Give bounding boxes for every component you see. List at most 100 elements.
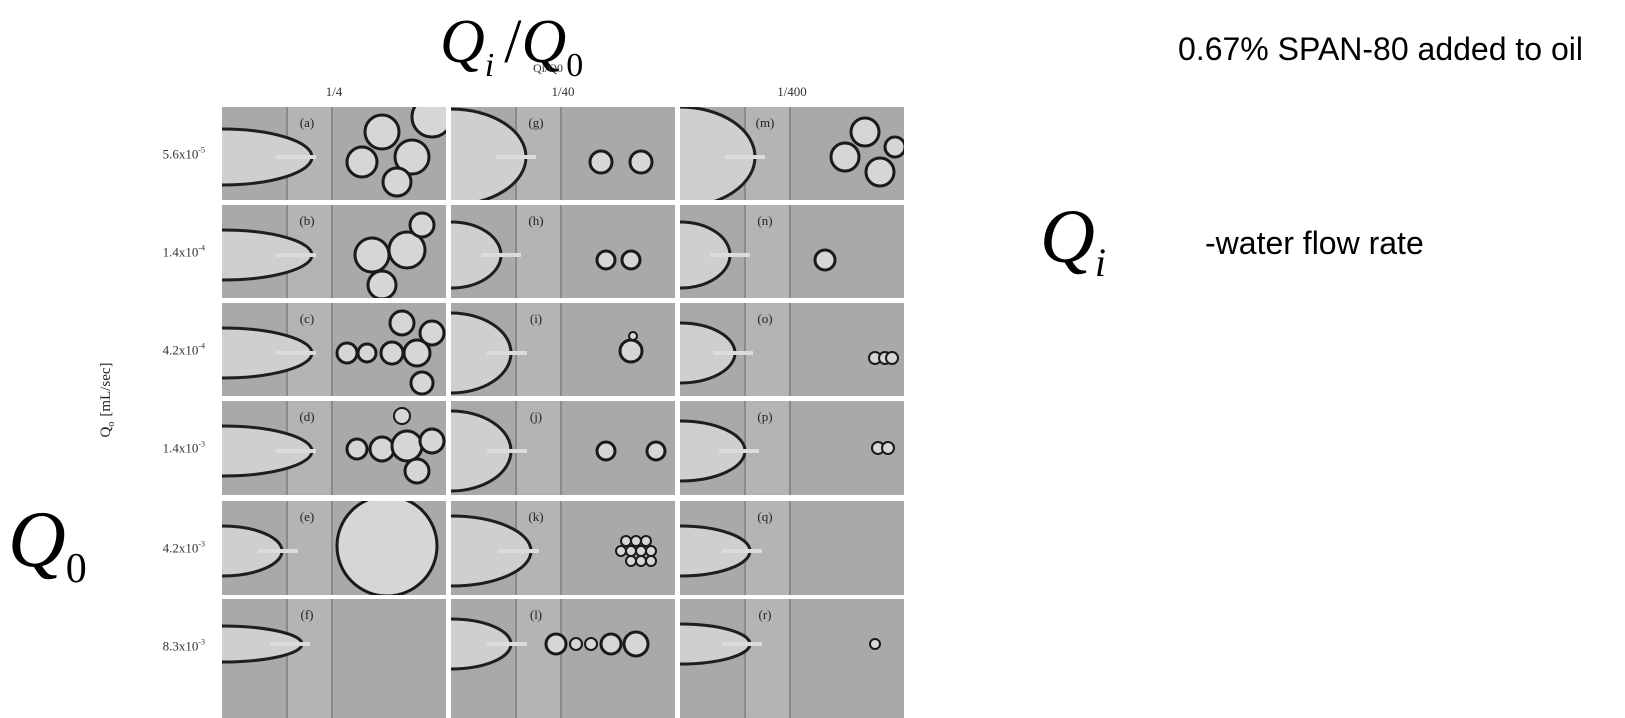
subscript: o [106,422,117,427]
panel-label: (o) [757,311,772,326]
water-thread [276,449,316,453]
droplet [597,442,615,460]
panel-label: (j) [530,409,542,424]
water-thread [722,549,762,553]
droplet [647,442,665,460]
water-thread [713,351,753,355]
droplet [546,634,566,654]
panel-label: (p) [757,409,772,424]
panel-label: (r) [759,607,772,622]
droplet [851,118,879,146]
droplet [405,459,429,483]
water-thread [487,351,527,355]
droplet [420,321,444,345]
water-thread [276,253,316,257]
droplet [629,332,637,340]
panel-label: (i) [530,311,542,326]
panel-label: (q) [757,509,772,524]
droplet [390,311,414,335]
droplet [381,342,403,364]
water-thread [499,549,539,553]
panel-label: (d) [299,409,314,424]
droplet [585,638,597,650]
column-header: 1/40 [551,84,574,99]
droplet [370,437,394,461]
panel-label: (g) [528,115,543,130]
panel-label: (b) [299,213,314,228]
droplet [347,147,377,177]
droplet [866,158,894,186]
row-exponent: -4 [198,244,205,253]
droplet [626,546,636,556]
water-thread [258,549,298,553]
water-thread [719,449,759,453]
panel-label: (m) [756,115,775,130]
column-header: 1/400 [777,84,807,99]
water-thread [276,155,316,159]
row-mantissa: 1.4x10 [163,245,199,260]
title-subscript: i [485,47,494,84]
droplet [337,343,357,363]
droplet [368,271,396,299]
symbol: Q [98,426,114,437]
droplet [597,251,615,269]
water-thread [722,642,762,646]
droplet [410,213,434,237]
droplet [337,496,437,596]
droplet [624,632,648,656]
panel-label: (a) [300,115,314,130]
subscript: i [1095,240,1106,285]
row-exponent: -3 [198,540,205,549]
droplet [383,168,411,196]
water-thread [270,642,310,646]
droplet [831,143,859,171]
row-mantissa: 5.6x10 [163,147,199,162]
droplet [601,634,621,654]
column-header: 1/4 [326,84,343,99]
droplet [358,344,376,362]
droplet [622,251,640,269]
title-separator: / [504,8,522,76]
row-mantissa: 1.4x10 [163,441,199,456]
droplet [616,546,626,556]
water-thread [710,253,750,257]
droplet [646,556,656,566]
droplet [355,238,389,272]
droplet [411,372,433,394]
droplet [621,536,631,546]
droplet [347,439,367,459]
panel-label: (f) [301,607,314,622]
droplet [815,250,835,270]
water-thread [496,155,536,159]
droplet [392,431,422,461]
water-thread [481,253,521,257]
water-thread [487,449,527,453]
slide: Qi/Q0 Qi/Q0 0.67% SPAN-80 added to oil Q… [0,0,1625,718]
surfactant-note: 0.67% SPAN-80 added to oil [1178,31,1583,67]
row-mantissa: 4.2x10 [163,541,199,556]
water-thread [276,351,316,355]
water-thread [725,155,765,159]
droplet [626,556,636,566]
column-title: Qi/Q0 [533,61,563,75]
title-subscript: 0 [566,47,583,84]
row-exponent: -4 [198,342,205,351]
title-symbol: Q [440,8,485,76]
panel-label: (h) [528,213,543,228]
droplet [886,352,898,364]
panel-label: (e) [300,509,314,524]
row-mantissa: 4.2x10 [163,343,199,358]
droplet [620,340,642,362]
row-exponent: -5 [198,146,205,155]
row-exponent: -3 [198,440,205,449]
water-thread [487,642,527,646]
droplet [882,442,894,454]
row-exponent: -3 [198,638,205,647]
droplet [394,408,410,424]
droplet [870,639,880,649]
droplet [570,638,582,650]
subscript: 0 [66,546,87,592]
panel-label: (l) [530,607,542,622]
droplet [641,536,651,546]
